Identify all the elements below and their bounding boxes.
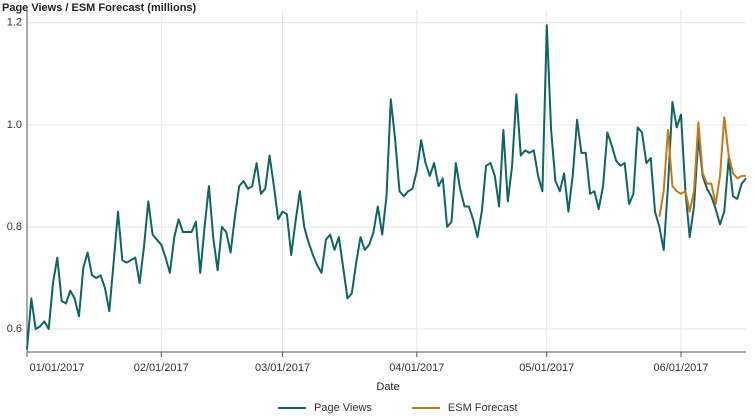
x-tick-label: 02/01/2017 (134, 362, 189, 374)
legend-label: ESM Forecast (448, 402, 518, 414)
legend-label: Page Views (314, 402, 372, 414)
x-axis-title: Date (376, 381, 399, 393)
x-tick-label: 03/01/2017 (255, 362, 310, 374)
y-tick-label: 1.0 (7, 119, 22, 131)
x-tick-label: 01/01/2017 (29, 362, 84, 374)
x-tick-label: 05/01/2017 (519, 362, 574, 374)
y-tick-label: 0.6 (7, 323, 22, 335)
series-line (658, 116, 746, 217)
x-tick-label: 06/01/2017 (653, 362, 708, 374)
y-tick-label: 0.8 (7, 221, 22, 233)
series-line (26, 24, 747, 350)
y-tick-label: 1.2 (7, 17, 22, 29)
chart-title: Page Views / ESM Forecast (millions) (2, 2, 197, 14)
x-tick-label: 04/01/2017 (389, 362, 444, 374)
